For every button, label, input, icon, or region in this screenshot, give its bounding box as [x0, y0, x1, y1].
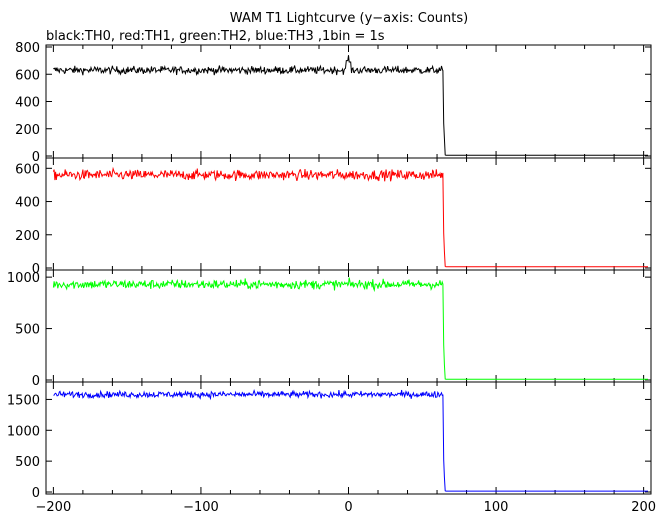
panel-frame-TH2	[45, 269, 652, 383]
x-tick-label: −100	[183, 500, 219, 515]
panel-frame-TH0	[45, 44, 652, 159]
series-line-TH1	[52, 166, 648, 268]
y-tick-label: 500	[15, 455, 40, 470]
y-tick-label: 400	[15, 196, 40, 211]
chart-title: WAM T1 Lightcurve (y−axis: Counts)	[230, 11, 468, 26]
y-tick-label: 500	[15, 323, 40, 338]
x-tick-label: 0	[344, 500, 352, 515]
y-tick-label: 800	[15, 41, 40, 56]
y-tick-label: 600	[15, 162, 40, 177]
chart-subtitle: black:TH0, red:TH1, green:TH2, blue:TH3 …	[46, 29, 385, 44]
y-tick-label: 1500	[7, 393, 40, 408]
x-tick-label: 100	[484, 500, 509, 515]
y-tick-label: 200	[15, 123, 40, 138]
chart-panels: 0200400600800020040060005001000050010001…	[7, 41, 656, 515]
y-tick-label: 1000	[7, 271, 40, 286]
series-line-TH2	[52, 277, 648, 380]
x-tick-label: 200	[631, 500, 656, 515]
panel-frame-TH3	[45, 381, 652, 495]
x-tick-label: −200	[36, 500, 72, 515]
series-line-TH3	[53, 389, 648, 492]
y-tick-label: 1000	[7, 424, 40, 439]
y-tick-label: 200	[15, 229, 40, 244]
y-tick-label: 0	[32, 262, 40, 277]
series-line-TH0	[53, 55, 648, 156]
y-tick-label: 400	[15, 96, 40, 111]
y-tick-label: 0	[32, 486, 40, 501]
y-tick-label: 0	[32, 150, 40, 165]
y-tick-label: 600	[15, 68, 40, 83]
y-tick-label: 0	[32, 374, 40, 389]
